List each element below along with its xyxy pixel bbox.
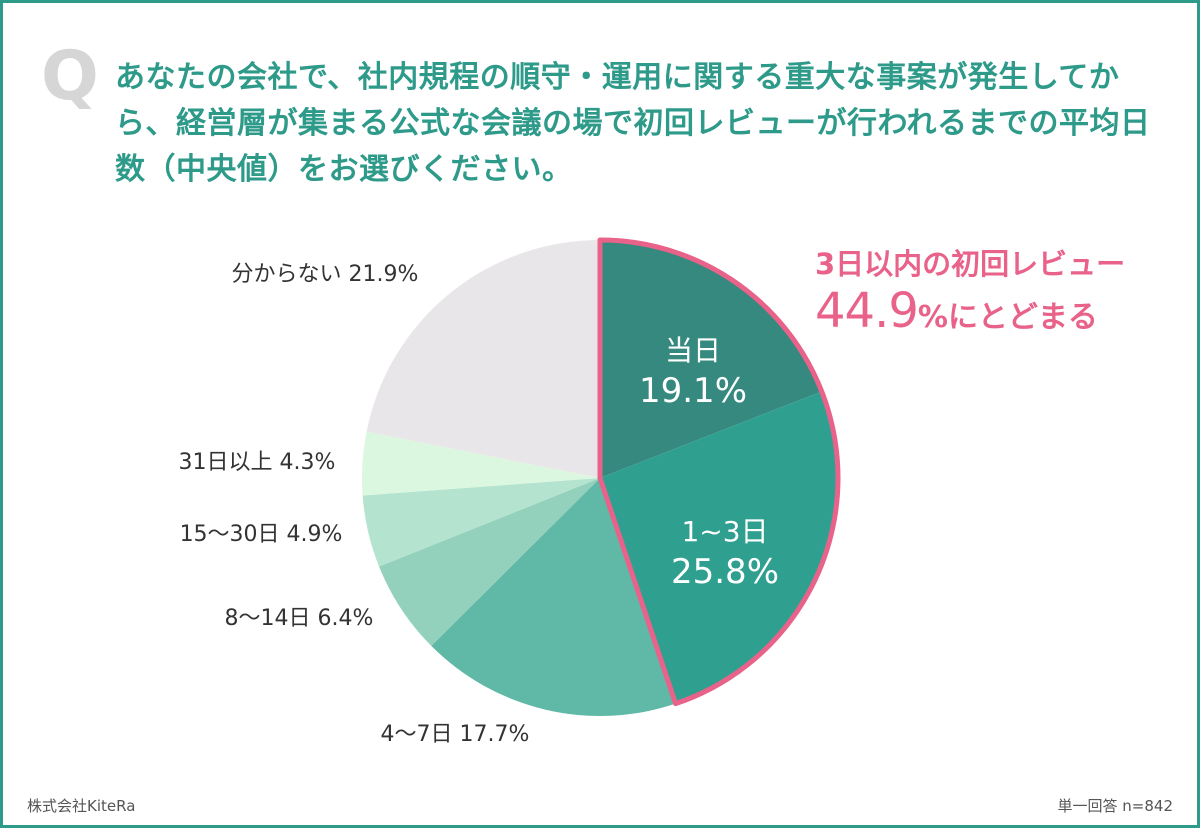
callout-percent-sign: % xyxy=(917,300,948,335)
pie-slice xyxy=(362,431,600,496)
pie-slice xyxy=(431,478,676,716)
callout-percent: 44.9 xyxy=(815,283,919,339)
slice-label: 15〜30日 4.9% xyxy=(180,522,343,547)
pie-slice xyxy=(600,391,839,704)
slice-label: 8〜14日 6.4% xyxy=(225,606,374,631)
callout-suffix: にとどまる xyxy=(947,300,1098,335)
callout-value: 44.9%にとどまる xyxy=(815,287,1098,335)
pie-slice xyxy=(379,478,600,646)
pie-slice xyxy=(366,240,600,478)
company-name: 株式会社KiteRa xyxy=(27,797,136,815)
question-mark: Q xyxy=(41,37,99,116)
pie-slice xyxy=(362,478,600,567)
slice-value-label: 25.8% xyxy=(671,552,779,592)
question-text: あなたの会社で、社内規程の順守・運用に関する重大な事案が発生してから、経営層が集… xyxy=(115,60,1151,187)
pie-slice xyxy=(600,240,822,478)
pie-chart: 当日 19.1% 1~3日 25.8% 4〜7日 17.7% 8〜14日 6.4% 15〜3… xyxy=(179,237,841,747)
slice-value-label: 19.1% xyxy=(639,371,747,411)
slice-label: 当日 xyxy=(665,334,721,367)
slice-label: 31日以上 4.3% xyxy=(179,450,336,475)
sample-size: 単一回答 n=842 xyxy=(1057,797,1173,815)
slice-label: 4〜7日 17.7% xyxy=(381,722,530,747)
slice-label: 分からない 21.9% xyxy=(232,262,419,287)
slice-label: 1~3日 xyxy=(681,515,768,548)
highlight-outline xyxy=(597,237,841,707)
callout-headline: 3日以内の初回レビュー xyxy=(815,247,1126,281)
